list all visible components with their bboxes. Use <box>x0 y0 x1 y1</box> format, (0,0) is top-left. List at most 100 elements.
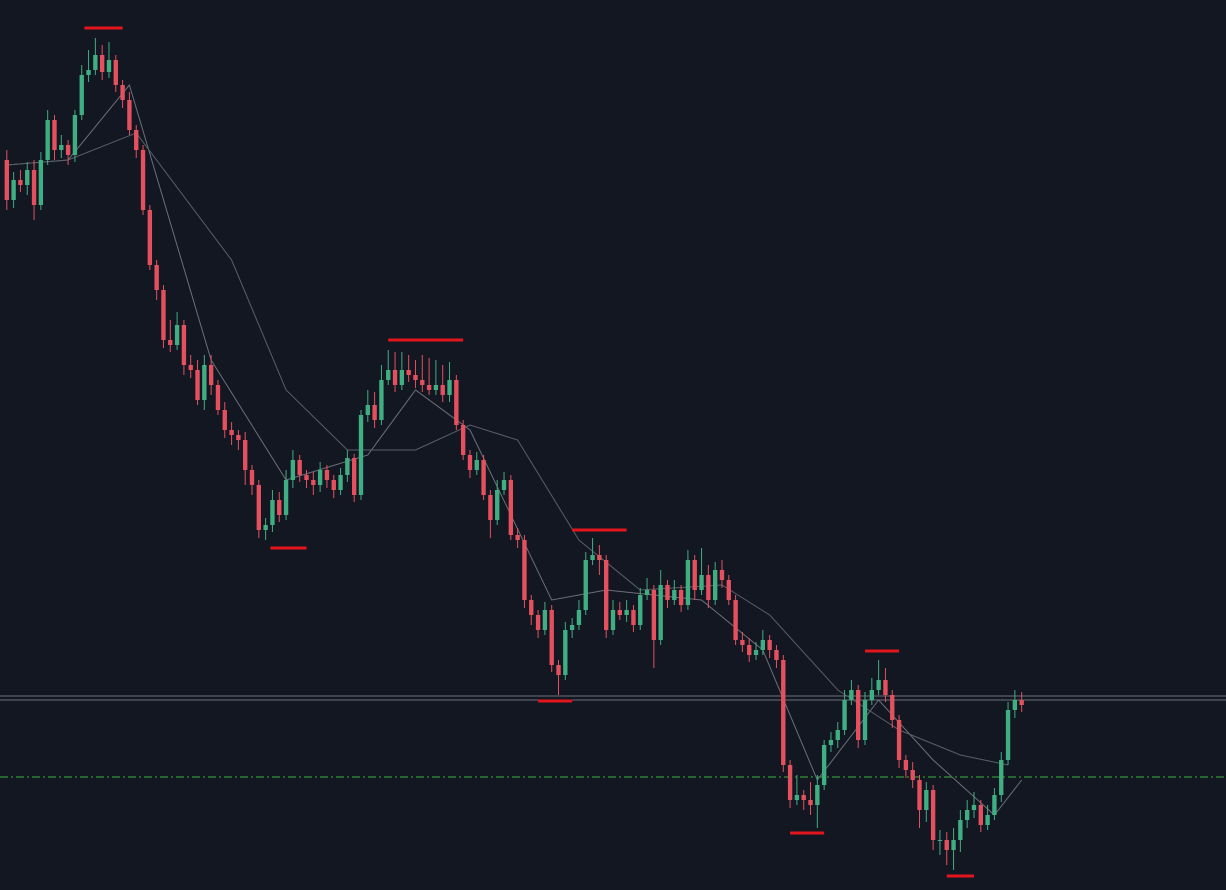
candle-body <box>556 665 561 675</box>
candle-body <box>542 610 548 630</box>
candle-body <box>4 160 9 200</box>
candle-body <box>638 595 643 625</box>
candle-body <box>236 435 241 440</box>
candle-body <box>862 700 868 740</box>
candle-body <box>563 630 568 675</box>
candle-body <box>488 495 493 520</box>
candle-body <box>815 785 820 805</box>
candle-body <box>590 555 595 560</box>
candle-body <box>59 145 64 150</box>
candle-body <box>535 615 541 630</box>
candle-body <box>215 385 221 410</box>
candle-body <box>549 610 554 665</box>
candle-body <box>508 480 514 535</box>
candle-body <box>79 75 84 115</box>
candle-body <box>651 590 657 640</box>
candle-body <box>379 380 384 420</box>
candle-body <box>154 265 159 290</box>
candle-body <box>903 760 909 770</box>
candle-body <box>760 640 766 650</box>
candle-body <box>467 455 473 470</box>
candle-body <box>454 380 459 425</box>
candle-body <box>38 160 44 205</box>
candle-body <box>324 470 330 480</box>
candle-body <box>392 370 398 385</box>
candle-body <box>208 365 214 385</box>
candle-body <box>733 600 738 640</box>
candle-body <box>787 765 793 800</box>
candle-body <box>311 480 316 485</box>
candle-body <box>930 790 936 840</box>
candle-body <box>447 380 452 395</box>
candle-body <box>726 580 731 600</box>
candle-body <box>978 805 983 825</box>
candle-body <box>290 460 296 480</box>
candle-body <box>1012 700 1018 710</box>
candle-body <box>515 535 520 540</box>
candle-body <box>706 575 711 600</box>
candle-body <box>351 458 357 495</box>
candle-body <box>672 590 677 600</box>
candle-body <box>338 475 343 490</box>
candle-body <box>808 800 813 805</box>
candle-body <box>944 840 949 850</box>
candle-body <box>495 490 500 520</box>
candle-body <box>842 700 847 730</box>
candle-body <box>924 790 929 810</box>
candle-body <box>229 430 234 435</box>
candle-body <box>45 120 50 160</box>
candle-body <box>11 180 16 200</box>
moving-average <box>6 83 1023 816</box>
candle-body <box>692 560 697 590</box>
candle-body <box>249 470 255 485</box>
candle-body <box>781 660 786 765</box>
candle-body <box>869 690 875 700</box>
candle-body <box>890 695 895 720</box>
candle-body <box>474 460 479 470</box>
candle-body <box>270 500 275 525</box>
candle-body <box>828 740 834 745</box>
candle-body <box>522 540 527 600</box>
candle-body <box>331 480 336 490</box>
candle-body <box>747 645 752 655</box>
candle-body <box>174 325 180 345</box>
candle-body <box>440 385 445 395</box>
candle-body <box>624 610 629 615</box>
candle-body <box>25 170 30 185</box>
candle-body <box>964 810 970 820</box>
candle-body <box>188 365 193 370</box>
candle-body <box>665 585 670 600</box>
candle-body <box>699 575 704 590</box>
candle-body <box>971 805 977 810</box>
candle-body <box>740 640 745 645</box>
candle-body <box>256 485 262 530</box>
candle-body <box>658 585 663 640</box>
candle-body <box>767 640 772 650</box>
candle-body <box>195 370 200 400</box>
candle-body <box>1019 700 1024 705</box>
candle-body <box>181 325 187 365</box>
candle-body <box>753 650 759 655</box>
candle-body <box>304 475 309 480</box>
candle-body <box>426 385 432 390</box>
candle-body <box>631 610 636 625</box>
candle-body <box>1005 710 1011 760</box>
candle-body <box>420 380 425 385</box>
candle-body <box>501 480 507 490</box>
candle-body <box>243 440 248 470</box>
candle-body <box>202 365 207 400</box>
candle-body <box>283 480 289 515</box>
candle-body <box>849 690 854 700</box>
candle-body <box>365 405 370 415</box>
candle-body <box>372 405 377 420</box>
candle-body <box>127 100 132 130</box>
candle-body <box>161 290 166 340</box>
candle-body <box>617 610 622 615</box>
candle-body <box>951 840 956 850</box>
candle-body <box>93 55 98 70</box>
candle-body <box>222 410 227 430</box>
candle-body <box>86 70 91 75</box>
candle-body <box>958 820 963 840</box>
